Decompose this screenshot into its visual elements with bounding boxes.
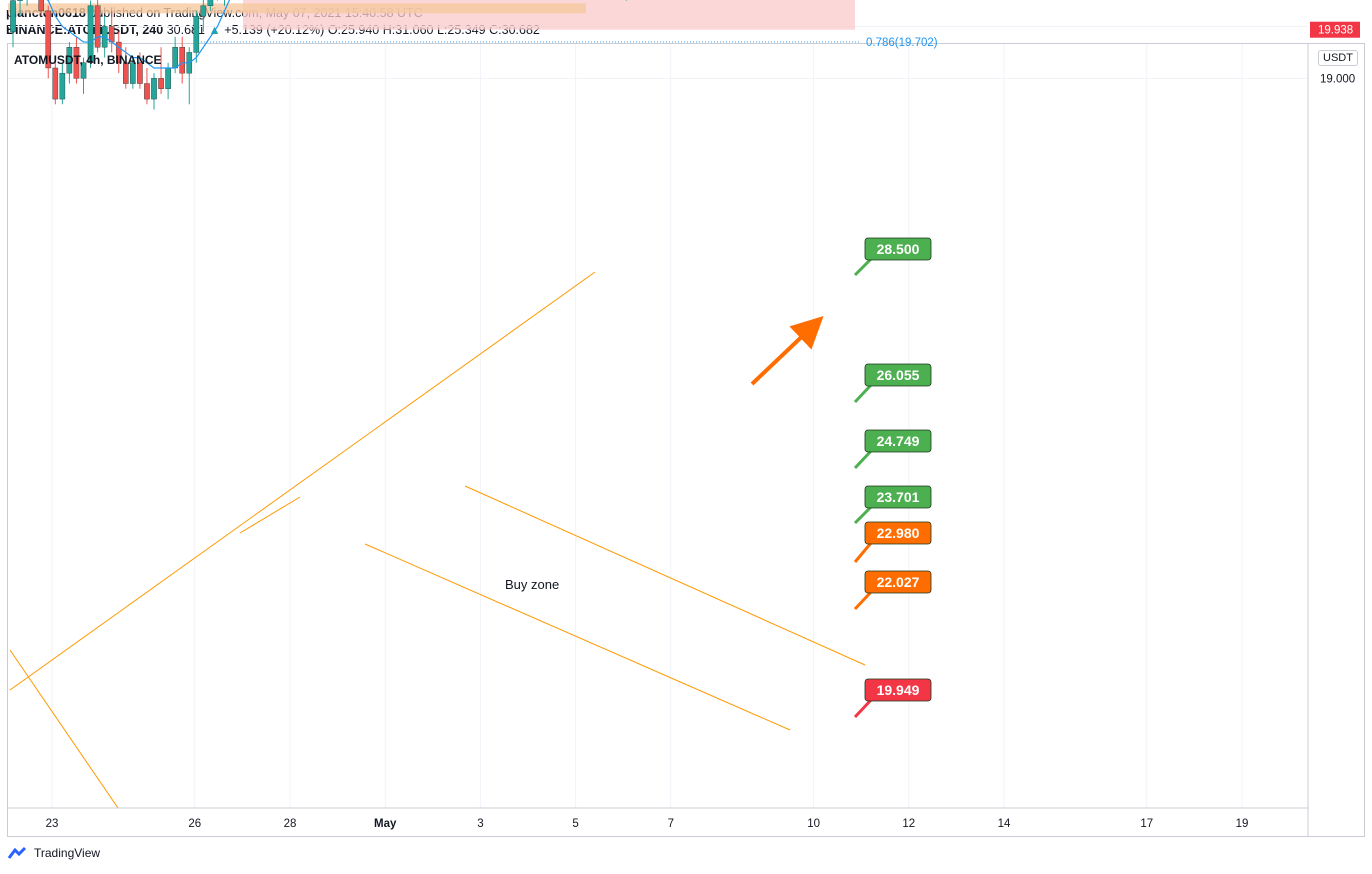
candle-body [38, 0, 44, 12]
candle-body [158, 78, 164, 89]
trend-line [9, 271, 596, 691]
buy-zone-label: Buy zone [505, 577, 559, 592]
candle-body [122, 62, 129, 84]
candle-body [73, 47, 80, 79]
candle-body [115, 41, 122, 63]
x-tick-label: 5 [572, 818, 578, 830]
resistance-band [8, 3, 586, 14]
y-tick-label: 19.000 [1320, 73, 1355, 85]
candle-body [66, 47, 73, 74]
candle-body [17, 0, 23, 1]
candle-body [59, 72, 66, 100]
x-tick-label: 14 [998, 818, 1011, 830]
ema-line [46, 0, 231, 69]
candle-body [144, 83, 150, 100]
target-label-pointer [853, 257, 873, 277]
trend-line [9, 649, 119, 809]
target-label-box [864, 363, 932, 387]
candle-body [172, 47, 178, 69]
trend-line [239, 496, 301, 534]
candle-body [151, 78, 157, 100]
candle-body [165, 67, 171, 89]
footer: TradingView [8, 846, 100, 860]
price-tag-text: 19.938 [1318, 25, 1353, 37]
target-label-text: 23.701 [877, 489, 920, 505]
trend-line [364, 543, 791, 731]
x-tick-label: 26 [188, 818, 201, 830]
target-label-pointer [853, 449, 873, 470]
candle-body [87, 5, 94, 63]
x-tick-label: 7 [668, 818, 674, 830]
x-tick-label: 3 [477, 818, 483, 830]
candle-body [10, 0, 16, 32]
candle-body [137, 62, 143, 84]
target-label-box [864, 570, 932, 594]
target-label-text: 28.500 [877, 241, 920, 257]
candle-body [45, 10, 52, 69]
candle-body [80, 62, 87, 79]
x-tick-label: 23 [46, 818, 59, 830]
candle-body [193, 15, 200, 53]
tradingview-logo-icon [8, 846, 27, 859]
candle-body [207, 0, 214, 6]
trend-line [464, 485, 866, 666]
target-label-text: 24.749 [877, 433, 920, 449]
target-label-text: 22.980 [877, 525, 920, 541]
candle-body [200, 5, 207, 17]
target-label-pointer [853, 590, 873, 611]
currency-button[interactable]: USDT [1318, 50, 1358, 66]
candle-body [179, 47, 186, 74]
price-tag-box [1310, 21, 1360, 38]
candle-body [94, 5, 101, 48]
candle-body [130, 62, 136, 84]
candle-body [52, 67, 59, 100]
target-label-pointer [853, 383, 873, 404]
target-label-box [864, 678, 932, 702]
target-label-box [864, 485, 932, 509]
target-label-text: 26.055 [877, 367, 920, 383]
target-label-box [864, 237, 932, 261]
candle-body [108, 26, 115, 43]
target-label-box [864, 429, 932, 453]
x-tick-label: 17 [1140, 818, 1153, 830]
x-tick-label: 12 [902, 818, 915, 830]
footer-brand: TradingView [34, 846, 101, 860]
target-label-pointer [853, 542, 873, 563]
x-tick-label: May [374, 818, 397, 830]
x-tick-label: 19 [1236, 818, 1249, 830]
target-arrow [750, 315, 824, 386]
chart-frame [7, 43, 1365, 837]
x-tick-label: 10 [807, 818, 820, 830]
fib-label: 0.786(19.702) [866, 37, 938, 49]
target-label-box [864, 521, 932, 545]
target-label-text: 22.027 [877, 574, 920, 590]
chart-title: ATOMUSDT, 4h, BINANCE [14, 53, 162, 67]
x-tick-label: 28 [284, 818, 297, 830]
target-label-pointer [853, 505, 873, 525]
target-label-pointer [853, 698, 873, 719]
target-label-text: 19.949 [877, 682, 920, 698]
